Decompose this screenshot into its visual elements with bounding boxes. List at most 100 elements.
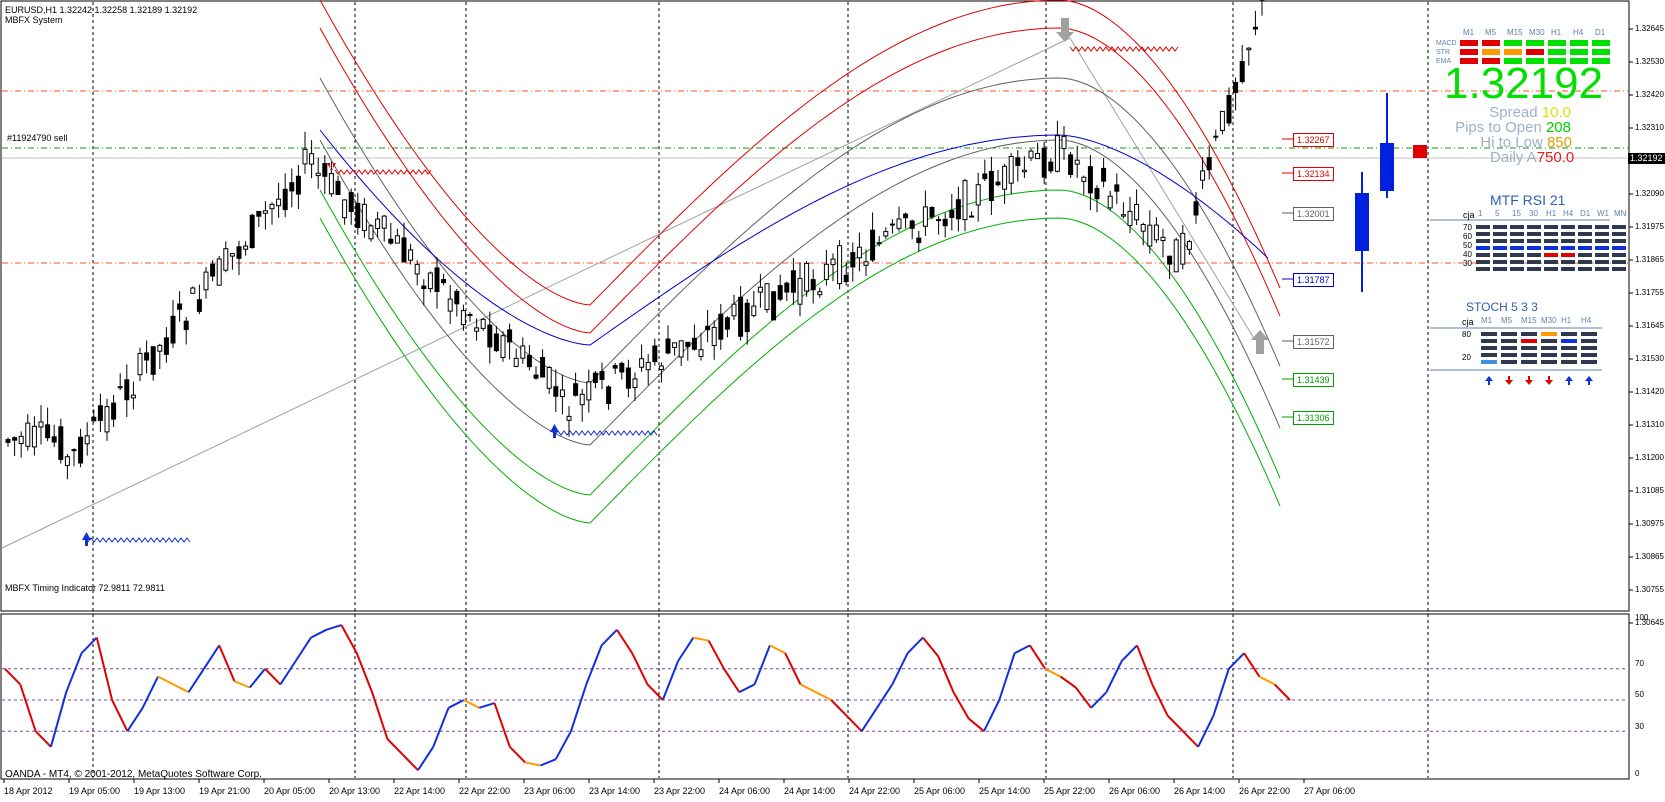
rsi-cell [1527,267,1541,271]
price-tick-label: 1.31755 [1635,288,1664,297]
rsi-cell [1561,239,1575,243]
stoch-cell [1561,332,1577,336]
stoch-up-arrow-icon [1565,376,1573,385]
price-tick-label: 1.30755 [1635,585,1664,594]
sub-axis-label: 70 [1635,659,1644,668]
candle-body [1021,169,1027,173]
candle-body [619,362,625,373]
candle-body [375,218,381,230]
stoch-cell [1481,360,1497,364]
candle-body [467,314,473,316]
candle-body [540,357,546,378]
weekly-box [1380,143,1394,191]
price-tick-label: 1.30975 [1635,519,1664,528]
candle-body [1167,255,1173,265]
stoch-cell [1481,353,1497,357]
candle-body [790,270,796,293]
buy-arrow-small [550,424,559,438]
timing-line-segment [1166,714,1184,732]
info-indicator-cell [1460,40,1478,46]
timing-line-segment [1228,652,1245,670]
rsi-cell [1476,253,1490,257]
rsi-cell [1578,246,1592,250]
candle-body [216,258,222,286]
candle-body [58,426,64,460]
rsi-cell [1595,246,1609,250]
rsi-tf-label: H4 [1563,209,1574,218]
candle-body [1087,166,1093,194]
candle-body [1246,47,1252,51]
rsi-cell [1510,246,1524,250]
info-tf-label: M1 [1463,28,1475,37]
timing-line-segment [111,699,129,732]
timing-line-segment [1197,715,1215,748]
price-tick-label: 1.32420 [1635,90,1664,99]
timing-line-segment [417,746,435,771]
timing-line-segment [860,707,878,732]
candle-body [573,383,579,396]
candle-body [870,229,876,261]
timing-line-segment [677,637,695,662]
info-indicator-cell [1592,40,1610,46]
candle-body [421,285,427,290]
candle-body [949,209,955,218]
timing-line-segment [906,636,924,654]
daily-row: Daily A750.0 [1490,149,1575,166]
candle-body [157,344,163,352]
timing-line-segment [1120,644,1138,662]
band-label: 1.32001 [1293,207,1334,221]
timing-line-segment [448,699,465,709]
sell-trail [1069,46,1179,52]
time-tick-label: 23 Apr 22:00 [654,786,706,796]
info-indicator-cell [1526,58,1544,64]
candle-body [183,320,189,331]
candle-body [988,171,994,201]
candle-body [1120,214,1126,217]
timing-line-segment [234,680,251,689]
rsi-cell [1578,232,1592,236]
candle-body [553,386,559,397]
info-indicator-cell [1460,58,1478,64]
info-indicator-cell [1482,40,1500,46]
candle-body [1219,110,1225,132]
stoch-cell [1561,339,1577,343]
candle-body [685,341,691,348]
price-tick-label: 1.31085 [1635,486,1664,495]
timing-line-segment [4,668,22,686]
timing-line-segment [1136,645,1154,685]
candle-body [104,406,110,433]
info-tf-label: H1 [1551,28,1562,37]
info-indicator-cell [1504,49,1522,55]
rsi-cell [1544,246,1558,250]
timing-line-segment [738,683,756,694]
stoch-cell [1561,346,1577,350]
candle-body [843,274,849,283]
info-tf-label: H4 [1573,28,1584,37]
candle-body [942,218,948,227]
candle-body [111,402,117,420]
candle-body [144,352,150,361]
current-price-tag: 1.32192 [1628,153,1665,164]
stoch-tf-label: H4 [1581,316,1592,325]
candle-body [487,324,493,348]
candle-body [276,198,282,207]
sub-window-title: MBFX Timing Indicator 72.9811 72.9811 [5,583,165,593]
stoch-cell [1581,332,1597,336]
candle-body [335,180,341,195]
candle-body [1074,159,1080,165]
candle-body [51,436,57,443]
buy-signal-arrow [1251,330,1269,354]
rsi-level-label: 40 [1463,250,1472,259]
stoch-title: STOCH 5 3 3 [1466,300,1538,314]
candle-body [1041,147,1047,178]
rsi-cell [1510,267,1524,271]
timing-line-segment [218,645,236,682]
stoch-cell [1521,353,1537,357]
sell-trail [334,169,432,175]
candle-body [804,262,810,292]
timing-line-segment [830,699,848,717]
candle-body [916,237,922,244]
candle-body [348,192,354,213]
